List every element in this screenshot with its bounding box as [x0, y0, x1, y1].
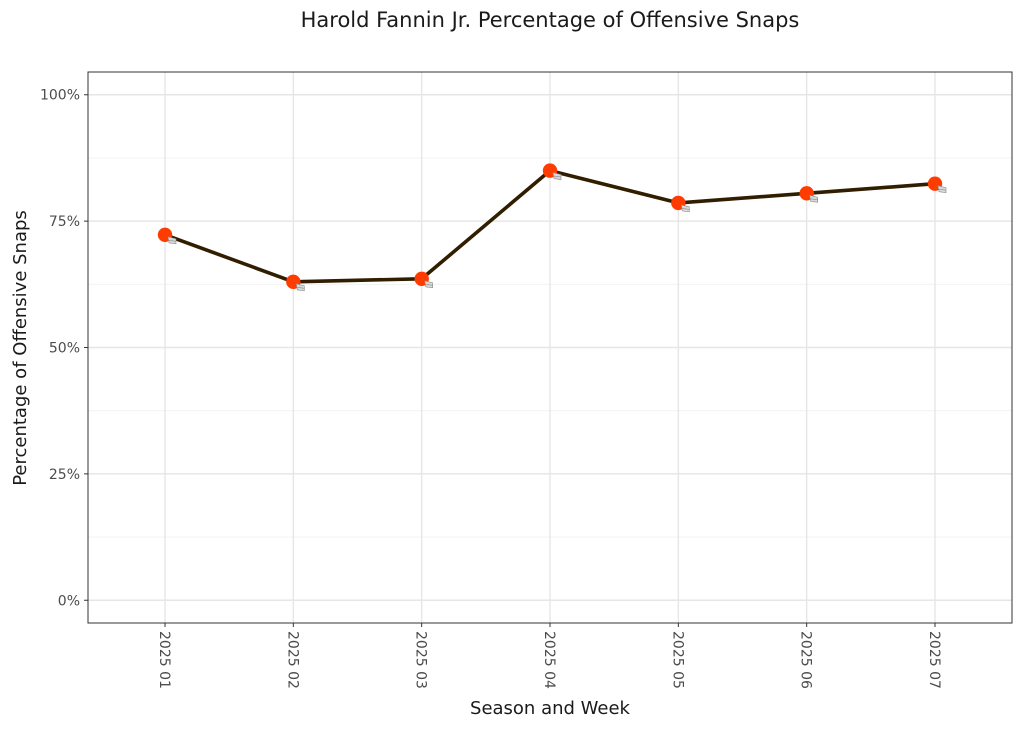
- helmet-facemask: [295, 283, 305, 292]
- helmet-facemask: [167, 236, 177, 245]
- facemask-bar: [810, 198, 818, 201]
- x-tick-label: 2025 01: [156, 631, 172, 689]
- facemask-bar: [682, 208, 690, 210]
- y-tick-label: 100%: [40, 88, 80, 104]
- x-axis-title: Season and Week: [470, 698, 631, 719]
- major-gridlines: [88, 72, 1012, 623]
- data-point: [927, 176, 947, 194]
- y-axis: 0% 25% 50% 75% 100%: [40, 88, 88, 609]
- facemask-bar: [425, 284, 433, 286]
- helmet-facemask: [552, 172, 562, 180]
- x-tick-label: 2025 02: [284, 631, 300, 689]
- helmet-facemask: [809, 194, 819, 203]
- helmet-facemask: [424, 280, 434, 289]
- x-tick-label: 2025 06: [798, 631, 814, 689]
- y-tick-label: 0%: [58, 593, 80, 609]
- y-axis-title: Percentage of Offensive Snaps: [10, 210, 31, 486]
- marker-group: [157, 163, 947, 292]
- y-tick-label: 75%: [49, 214, 80, 230]
- x-axis: 2025 01 2025 02 2025 03 2025 04 2025 05 2025 …: [156, 623, 942, 689]
- data-point: [799, 186, 819, 203]
- x-tick-label: 2025 04: [541, 631, 557, 689]
- data-point: [542, 163, 562, 180]
- chart-title: Harold Fannin Jr. Percentage of Offensiv…: [301, 8, 800, 32]
- data-point: [286, 274, 305, 292]
- x-tick-label: 2025 05: [669, 631, 685, 689]
- facemask-bar: [938, 188, 947, 191]
- facemask-bar: [553, 175, 562, 178]
- facemask-bar: [297, 287, 305, 289]
- x-tick-label: 2025 07: [926, 631, 942, 689]
- data-point: [671, 195, 690, 213]
- facemask-bar: [168, 240, 177, 242]
- y-tick-label: 50%: [49, 341, 80, 357]
- data-point: [157, 227, 177, 245]
- data-point: [414, 271, 434, 289]
- helmet-facemask: [680, 204, 690, 213]
- y-tick-label: 25%: [49, 467, 80, 483]
- helmet-facemask: [937, 185, 947, 194]
- x-tick-label: 2025 03: [413, 631, 429, 689]
